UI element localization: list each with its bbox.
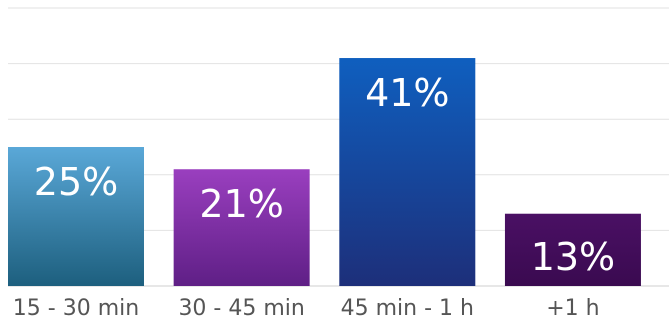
x-tick-label: +1 h [546, 296, 599, 321]
value-labels: 25% 21% 41% 13% [34, 71, 615, 279]
bar [8, 147, 144, 286]
x-tick-label: 30 - 45 min [178, 296, 304, 321]
bars [8, 58, 641, 286]
x-tick-labels: 15 - 30 min 30 - 45 min 45 min - 1 h +1 h [13, 296, 600, 321]
bar-value-label: 13% [531, 235, 615, 279]
bar-value-label: 41% [365, 71, 449, 115]
bar [339, 58, 476, 286]
x-tick-label: 15 - 30 min [13, 296, 139, 321]
bar-value-label: 25% [34, 160, 118, 204]
x-tick-label: 45 min - 1 h [341, 296, 474, 321]
bar-value-label: 21% [199, 182, 283, 226]
bar [504, 213, 641, 286]
bar [173, 169, 310, 286]
